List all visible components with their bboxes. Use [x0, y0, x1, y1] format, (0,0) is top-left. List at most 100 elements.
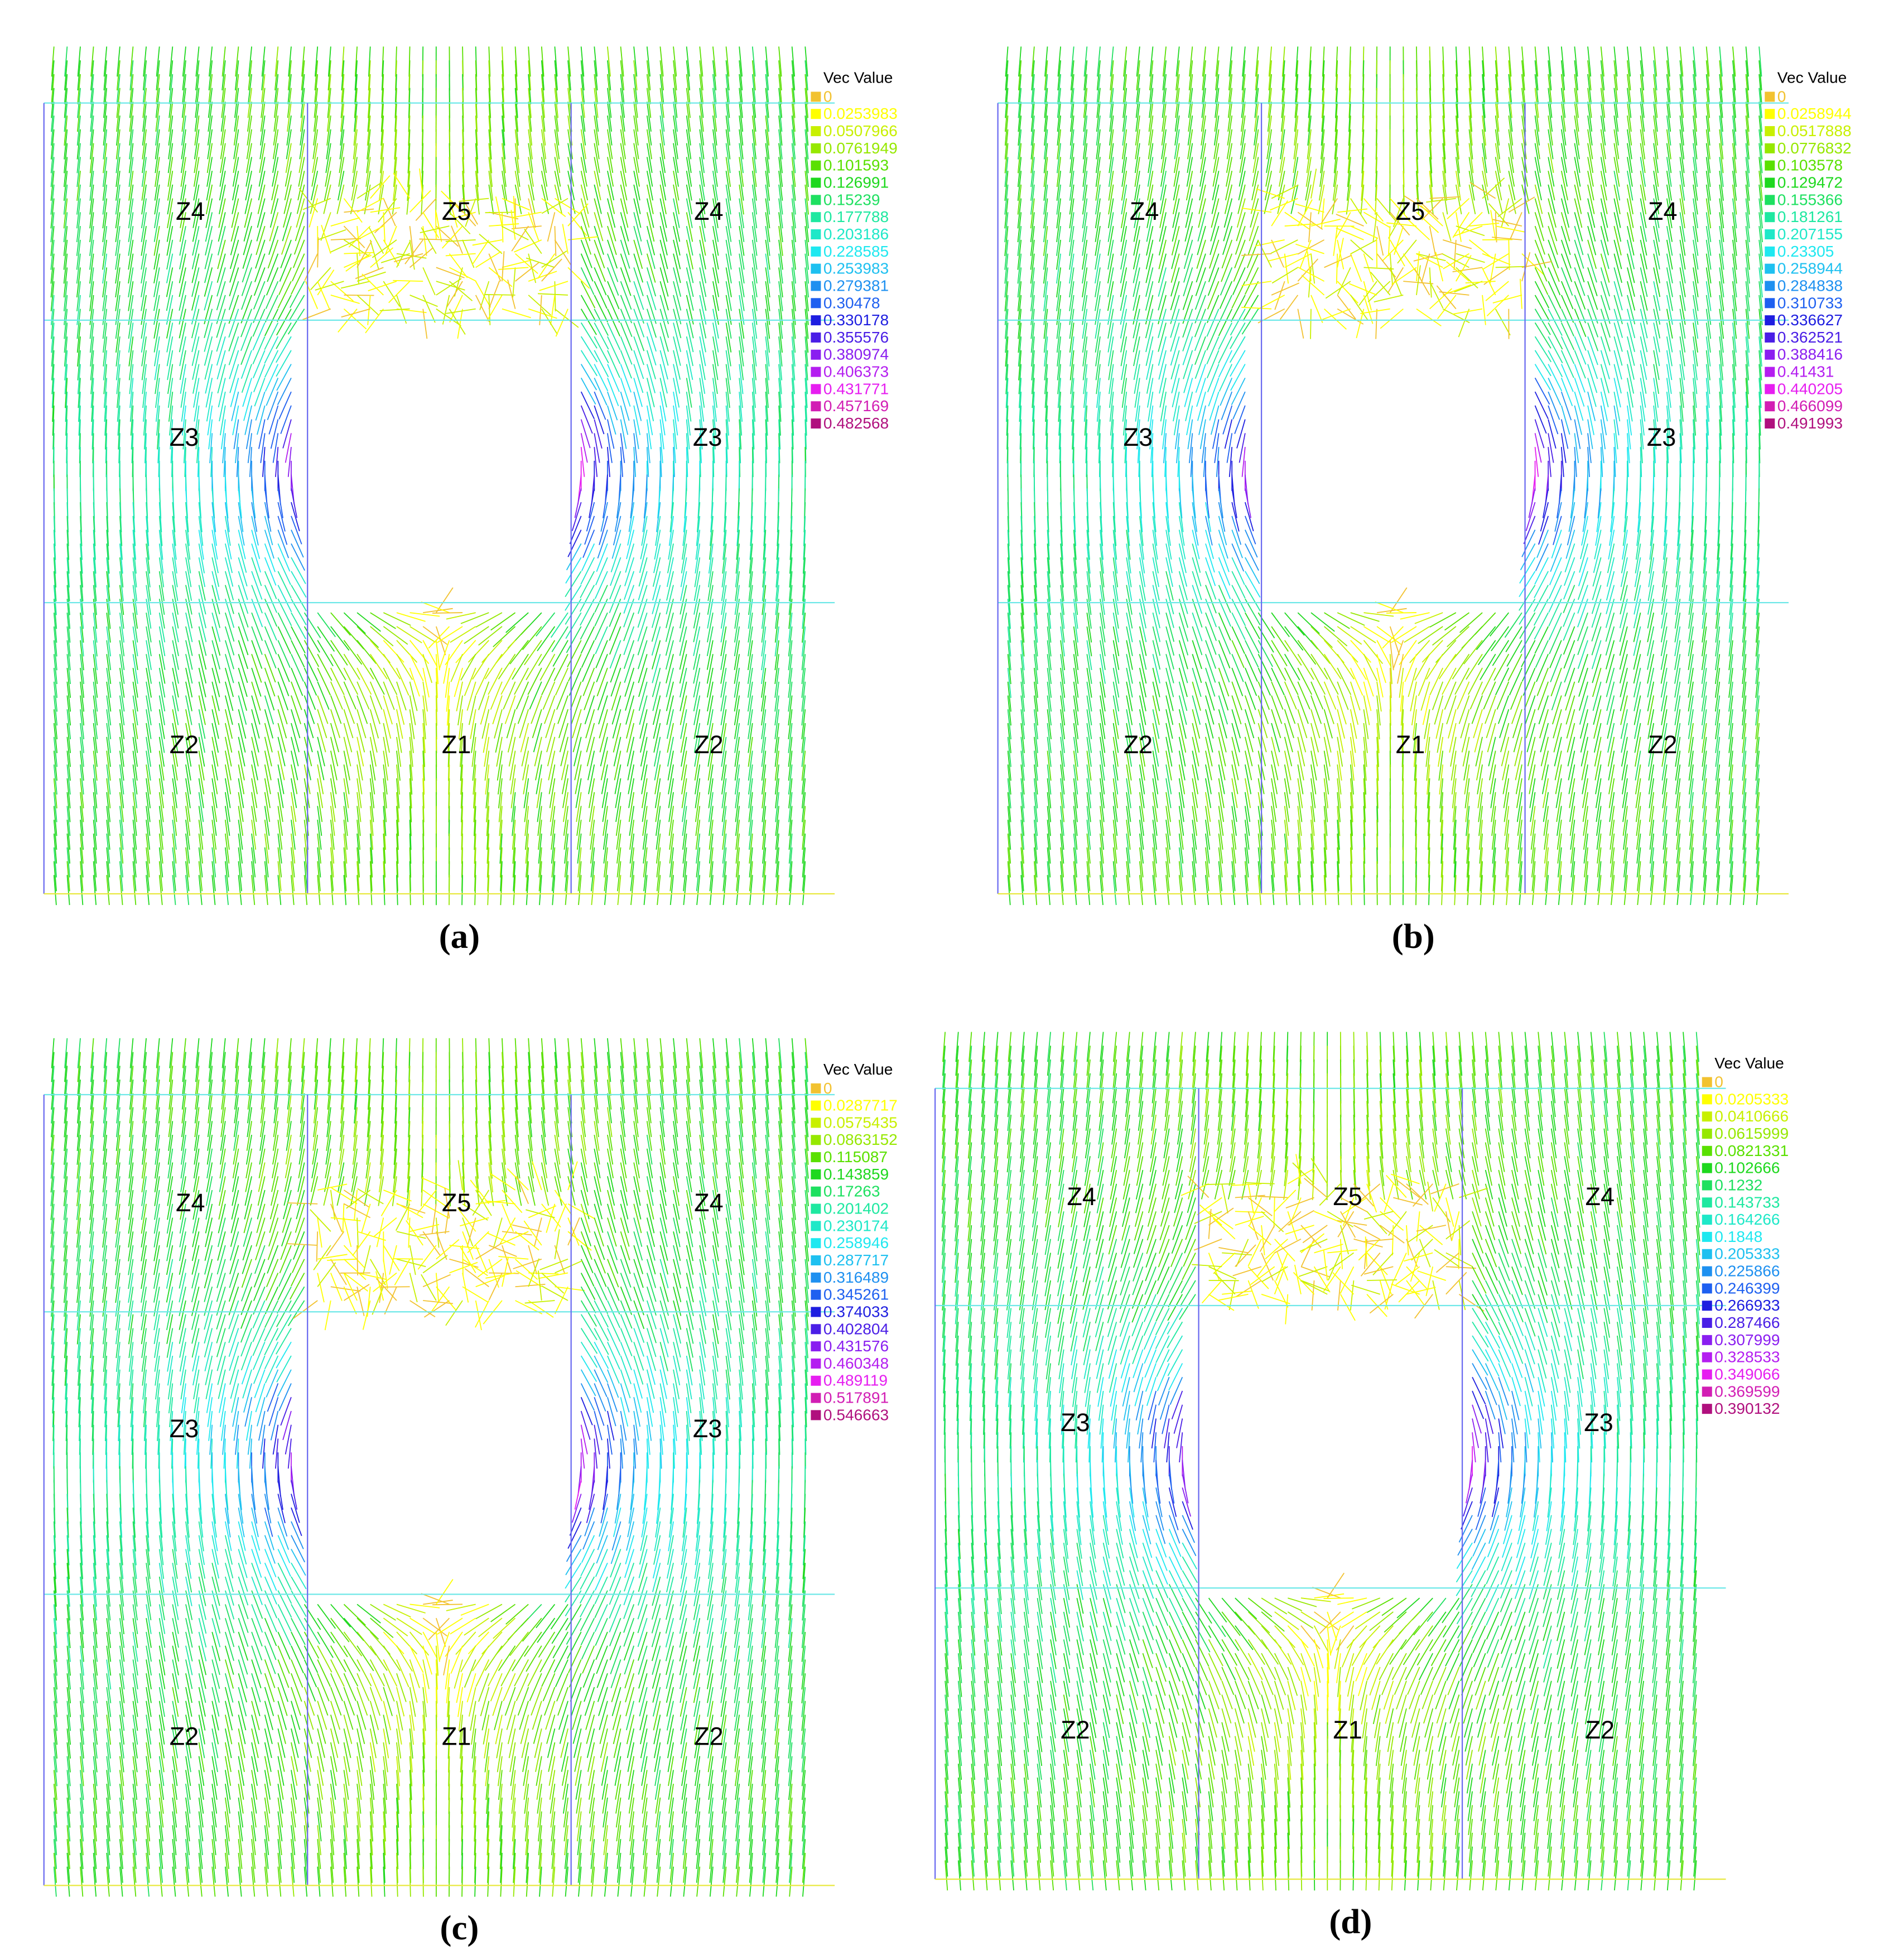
- vector: [207, 129, 213, 160]
- vector: [580, 447, 585, 477]
- vector: [102, 157, 108, 187]
- vector: [594, 433, 600, 463]
- vector: [1170, 336, 1180, 366]
- vector: [751, 322, 757, 353]
- vector: [1548, 377, 1562, 406]
- vector: [51, 378, 55, 408]
- vector: [128, 253, 134, 284]
- vector: [217, 239, 226, 269]
- vector: [791, 378, 795, 408]
- vector: [290, 267, 305, 295]
- vector: [725, 46, 730, 77]
- vector: [456, 681, 463, 711]
- vector: [633, 225, 643, 256]
- vector: [580, 350, 598, 377]
- vector: [1374, 295, 1404, 302]
- vector: [182, 60, 186, 90]
- vector: [158, 502, 162, 533]
- vector: [1495, 309, 1511, 336]
- vector: [686, 115, 691, 146]
- vector: [534, 736, 542, 767]
- legend-swatch: [811, 367, 821, 377]
- vector: [594, 74, 599, 104]
- vector: [686, 212, 693, 242]
- vector: [142, 143, 147, 174]
- vector: [514, 115, 519, 146]
- vector: [260, 102, 266, 132]
- vector: [488, 667, 503, 695]
- vector: [276, 309, 292, 336]
- vector: [198, 709, 206, 739]
- vector: [240, 322, 252, 351]
- vector: [339, 143, 345, 174]
- vector: [170, 433, 174, 464]
- vector: [238, 709, 247, 739]
- vector: [252, 322, 266, 351]
- vector: [198, 736, 205, 767]
- vector: [582, 529, 595, 558]
- vector: [326, 115, 331, 146]
- vector: [64, 309, 68, 339]
- vector: [166, 309, 174, 339]
- vector: [673, 157, 679, 187]
- vector: [216, 322, 226, 352]
- vector: [224, 599, 235, 628]
- vector: [523, 778, 529, 808]
- vector: [712, 419, 716, 450]
- vector: [53, 695, 58, 726]
- vector: [158, 612, 166, 643]
- vector: [1640, 309, 1648, 339]
- vector: [257, 184, 266, 214]
- vector: [238, 516, 245, 546]
- vector: [1360, 308, 1390, 314]
- vector: [277, 377, 292, 406]
- vector: [1184, 378, 1193, 407]
- vector: [646, 322, 657, 352]
- vector: [393, 157, 397, 187]
- vector: [242, 239, 252, 269]
- vector: [739, 322, 745, 353]
- vector: [778, 392, 782, 422]
- vector: [219, 170, 226, 201]
- vector: [204, 267, 213, 297]
- vector: [599, 723, 608, 753]
- vector: [340, 102, 345, 132]
- vector: [492, 695, 503, 725]
- vector: [128, 336, 134, 367]
- vector: [115, 253, 121, 284]
- vector: [89, 281, 94, 311]
- vector: [76, 198, 81, 229]
- vector: [686, 295, 694, 325]
- vector: [443, 654, 450, 684]
- vector: [1640, 267, 1648, 297]
- vector: [1627, 391, 1633, 422]
- vector: [146, 626, 152, 657]
- vector: [77, 74, 81, 104]
- vector: [458, 709, 463, 740]
- vector: [370, 247, 394, 268]
- vector: [1520, 543, 1536, 571]
- vector: [625, 709, 635, 739]
- vector: [707, 571, 714, 601]
- vector: [480, 695, 490, 725]
- vector: [1133, 309, 1140, 339]
- vector: [224, 695, 233, 725]
- vector: [217, 225, 226, 256]
- vector: [1268, 253, 1298, 262]
- vector: [1587, 364, 1598, 393]
- vector: [446, 211, 476, 221]
- vector: [489, 223, 519, 227]
- vector: [615, 792, 621, 822]
- vector: [639, 709, 648, 739]
- vector: [609, 585, 621, 614]
- vector: [142, 378, 147, 408]
- vector: [1693, 309, 1699, 339]
- vector: [1627, 253, 1635, 283]
- vector: [182, 419, 186, 450]
- vector: [78, 392, 81, 422]
- vector: [1231, 557, 1245, 585]
- vector: [765, 157, 770, 187]
- vector: [224, 640, 234, 670]
- vector: [80, 529, 83, 560]
- vector: [554, 46, 558, 77]
